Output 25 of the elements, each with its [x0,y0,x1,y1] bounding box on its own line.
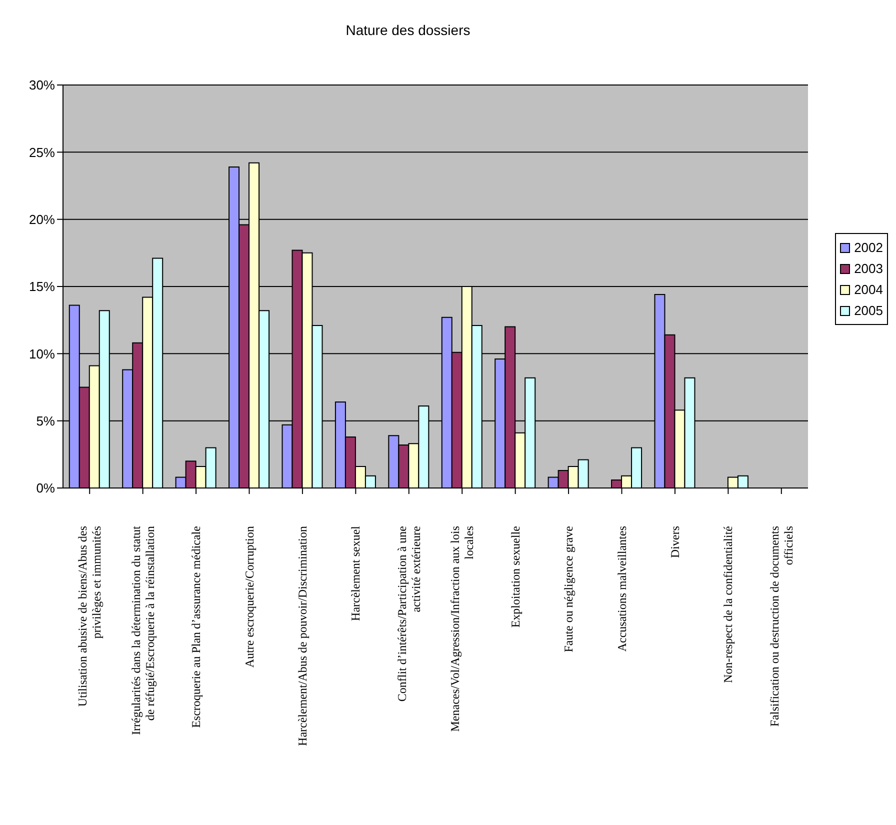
y-tick-label: 30% [28,78,56,93]
y-tick-label: 20% [28,212,56,227]
x-tick-label: Accusations malveillantes [614,526,629,652]
legend-label: 2004 [854,282,883,297]
y-tick-label: 5% [36,413,56,428]
x-tick-label: Falsification ou destruction de documents officiels [767,526,796,727]
x-tick-label: Faute ou négligence grave [562,526,576,652]
x-tick-label: Non-respect de la confidentialité [721,526,736,683]
chart-title: Nature des dossiers [344,22,472,38]
x-tick-label: Harcèlement/Abus de pouvoir/Discrimination [295,526,310,746]
x-tick-label: Escroquerie au Plan d’assurance médicale [189,526,204,728]
legend-label: 2002 [854,240,883,255]
x-tick-label: Utilisation abusive de biens/Abus des privilèges et immunités [76,526,104,707]
y-tick-label: 10% [28,346,56,362]
x-tick-label: Autre escroquerie/Corruption [242,526,256,668]
legend-label: 2003 [854,261,883,276]
x-tick-label: Conflit d’intérêts/Participation à une activité extérieure [394,526,423,702]
legend-label: 2005 [854,303,883,318]
x-tick-label: Exploitation sexuelle [508,526,522,628]
y-tick-label: 25% [28,144,56,160]
x-tick-label: Divers [668,526,682,558]
x-tick-label: Harcèlement sexuel [348,525,363,621]
x-tick-label: Menaces/Vol/Agression/Infraction aux lois locales [448,526,476,732]
y-tick-label: 15% [28,279,56,294]
y-tick-label: 0% [36,480,56,496]
